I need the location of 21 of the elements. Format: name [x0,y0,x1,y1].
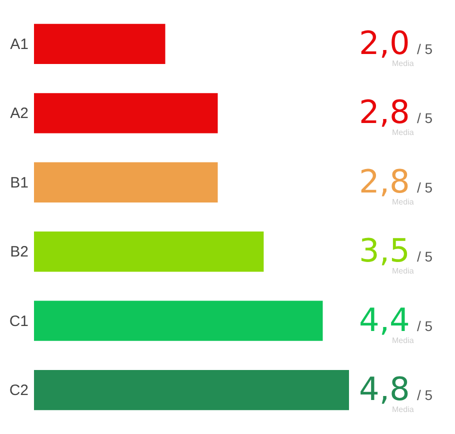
bar [34,162,218,202]
bar [34,232,264,272]
y-tick-label: B2 [10,244,28,261]
bar [34,300,323,341]
text: / 5 [417,248,433,265]
y-tick-label: C2 [9,382,28,400]
y-tick-label: B1 [10,174,28,192]
text: / 5 [417,387,433,404]
data-label: 4,4 [359,300,410,339]
text: / 5 [417,179,433,196]
text: / 5 [417,318,433,334]
y-tick-label: A2 [10,105,28,122]
y-tick-label: C1 [9,312,28,330]
text: / 5 [417,40,433,57]
data-label: 2,0 [359,24,410,62]
y-tick-label: A1 [10,36,28,53]
bar [34,24,166,64]
text: / 5 [417,110,433,126]
bar [34,93,218,134]
data-label: 2,8 [359,162,410,200]
bar [34,370,349,410]
